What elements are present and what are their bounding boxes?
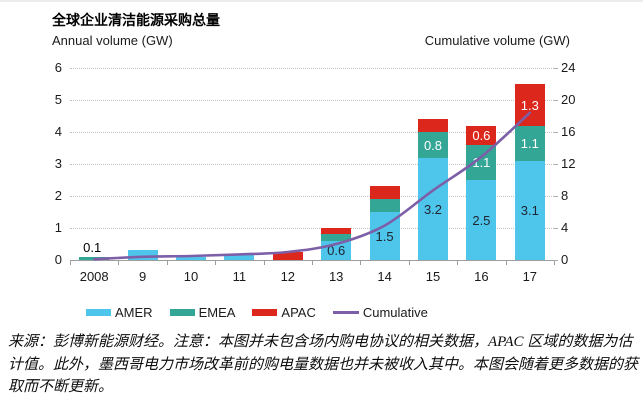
right-axis-tick: 20	[561, 92, 576, 107]
bar-apac-13	[321, 228, 352, 235]
gridline	[70, 100, 554, 101]
legend-item-emea: EMEA	[169, 305, 236, 320]
bar-value-label: 0.6	[472, 128, 491, 144]
bar-emea-16	[466, 144, 497, 180]
bar-amer-16	[466, 180, 497, 260]
bar-annotation: 0.1	[83, 239, 102, 255]
bar-value-label: 1.1	[520, 136, 539, 152]
x-axis-label: 2008	[79, 269, 109, 284]
right-axis-tick: 12	[561, 156, 576, 171]
right-axis-title: Cumulative volume (GW)	[424, 33, 570, 48]
bar-apac-12	[272, 252, 303, 260]
legend-label: AMER	[115, 305, 153, 320]
left-axis-tick: 1	[54, 220, 62, 235]
gridline	[70, 228, 554, 229]
x-axis-tickmark	[166, 261, 168, 265]
x-axis-line	[70, 260, 554, 261]
left-axis-tick: 4	[54, 124, 62, 139]
right-axis-tickmark	[554, 164, 558, 165]
left-axis-tick: 3	[54, 156, 62, 171]
bar-amer-17	[514, 160, 545, 260]
x-axis-label: 11	[232, 269, 247, 284]
left-axis-tick: 2	[54, 188, 62, 203]
legend-swatch-icon	[169, 309, 195, 316]
x-axis-label: 13	[328, 269, 344, 284]
right-axis-tick: 24	[561, 60, 576, 75]
source-note: 来源：彭博新能源财经。注意：本图并未包含场内购电协议的相关数据，APAC 区域的…	[8, 334, 639, 395]
legend-item-amer: AMER	[86, 305, 153, 320]
bar-apac-14	[369, 186, 400, 200]
x-axis-label: 15	[425, 269, 441, 284]
bar-value-label: 3.1	[520, 203, 539, 219]
right-axis-tick: 0	[561, 252, 569, 267]
x-axis-label: 14	[377, 269, 392, 284]
x-axis-label: 12	[280, 269, 296, 284]
x-axis-tickmark	[505, 261, 507, 265]
legend-item-apac: APAC	[252, 305, 316, 320]
legend-line-icon	[332, 311, 359, 314]
legend: AMER EMEA APAC Cumulative	[86, 305, 428, 320]
legend-label: APAC	[281, 305, 316, 320]
bar-emea-13	[321, 234, 352, 241]
x-axis-tickmark	[554, 261, 555, 265]
bar-value-label: 0.8	[423, 137, 443, 153]
cumulative-line	[92, 111, 532, 261]
gridline	[70, 196, 554, 197]
bar-amer-10	[176, 256, 206, 260]
bar-value-label: 3.2	[423, 201, 443, 217]
left-axis-tick: 0	[54, 252, 62, 267]
bar-value-label: 1.5	[375, 229, 394, 244]
right-axis-tickmark	[554, 196, 558, 197]
bar-value-label: 1.3	[520, 97, 539, 113]
x-axis-tickmark	[263, 261, 265, 265]
x-axis-label: 17	[522, 269, 538, 284]
left-axis-tick: 5	[54, 92, 62, 107]
x-axis-label: 10	[183, 269, 199, 284]
bar-emea-15	[418, 132, 448, 158]
x-axis-tickmark	[408, 261, 410, 265]
bar-amer-11	[224, 253, 255, 260]
x-axis-tickmark	[457, 261, 459, 265]
x-axis-tickmark	[312, 261, 313, 265]
right-axis-tickmark	[554, 260, 558, 261]
legend-label: EMEA	[198, 305, 236, 320]
bar-value-label: 0.6	[327, 243, 346, 259]
right-axis-tickmark	[554, 100, 558, 101]
bar-amer-15	[418, 157, 448, 260]
bar-apac-16	[466, 125, 497, 145]
gridline	[70, 132, 554, 133]
x-axis-label: 9	[138, 269, 147, 284]
right-axis-tick: 4	[561, 220, 569, 235]
legend-label: Cumulative	[362, 305, 428, 320]
bar-amer-9	[127, 250, 158, 260]
bar-emea-14	[369, 199, 400, 212]
gridline	[70, 164, 554, 165]
bar-emea-17	[514, 125, 545, 161]
legend-swatch-icon	[252, 309, 278, 316]
x-axis-tickmark	[215, 261, 217, 265]
legend-item-cumulative: Cumulative	[332, 305, 428, 320]
right-axis-tickmark	[554, 132, 558, 133]
right-axis-tick: 16	[561, 124, 576, 139]
left-axis-tick: 6	[54, 60, 62, 75]
x-axis-label: 16	[474, 269, 489, 284]
x-axis-tickmark	[70, 261, 71, 265]
chart-title: 全球企业清洁能源采购总量	[52, 12, 220, 28]
x-axis-tickmark	[360, 261, 362, 265]
left-axis-title: Annual volume (GW)	[52, 33, 173, 48]
right-axis-tick: 8	[561, 188, 569, 203]
plot-area: 2008 9 10 11 12 13 14 15 16 17 0.1 0.6 1.5 3.2 0.8 2.5 1…	[70, 68, 558, 284]
x-axis-tickmark	[118, 261, 120, 265]
gridline	[70, 68, 554, 69]
right-axis-tickmark	[554, 68, 558, 69]
bar-apac-17	[514, 84, 545, 126]
bar-apac-15	[418, 119, 448, 132]
bar-value-label: 2.5	[472, 213, 491, 228]
right-axis-tickmark	[554, 228, 558, 229]
legend-swatch-icon	[86, 309, 111, 316]
